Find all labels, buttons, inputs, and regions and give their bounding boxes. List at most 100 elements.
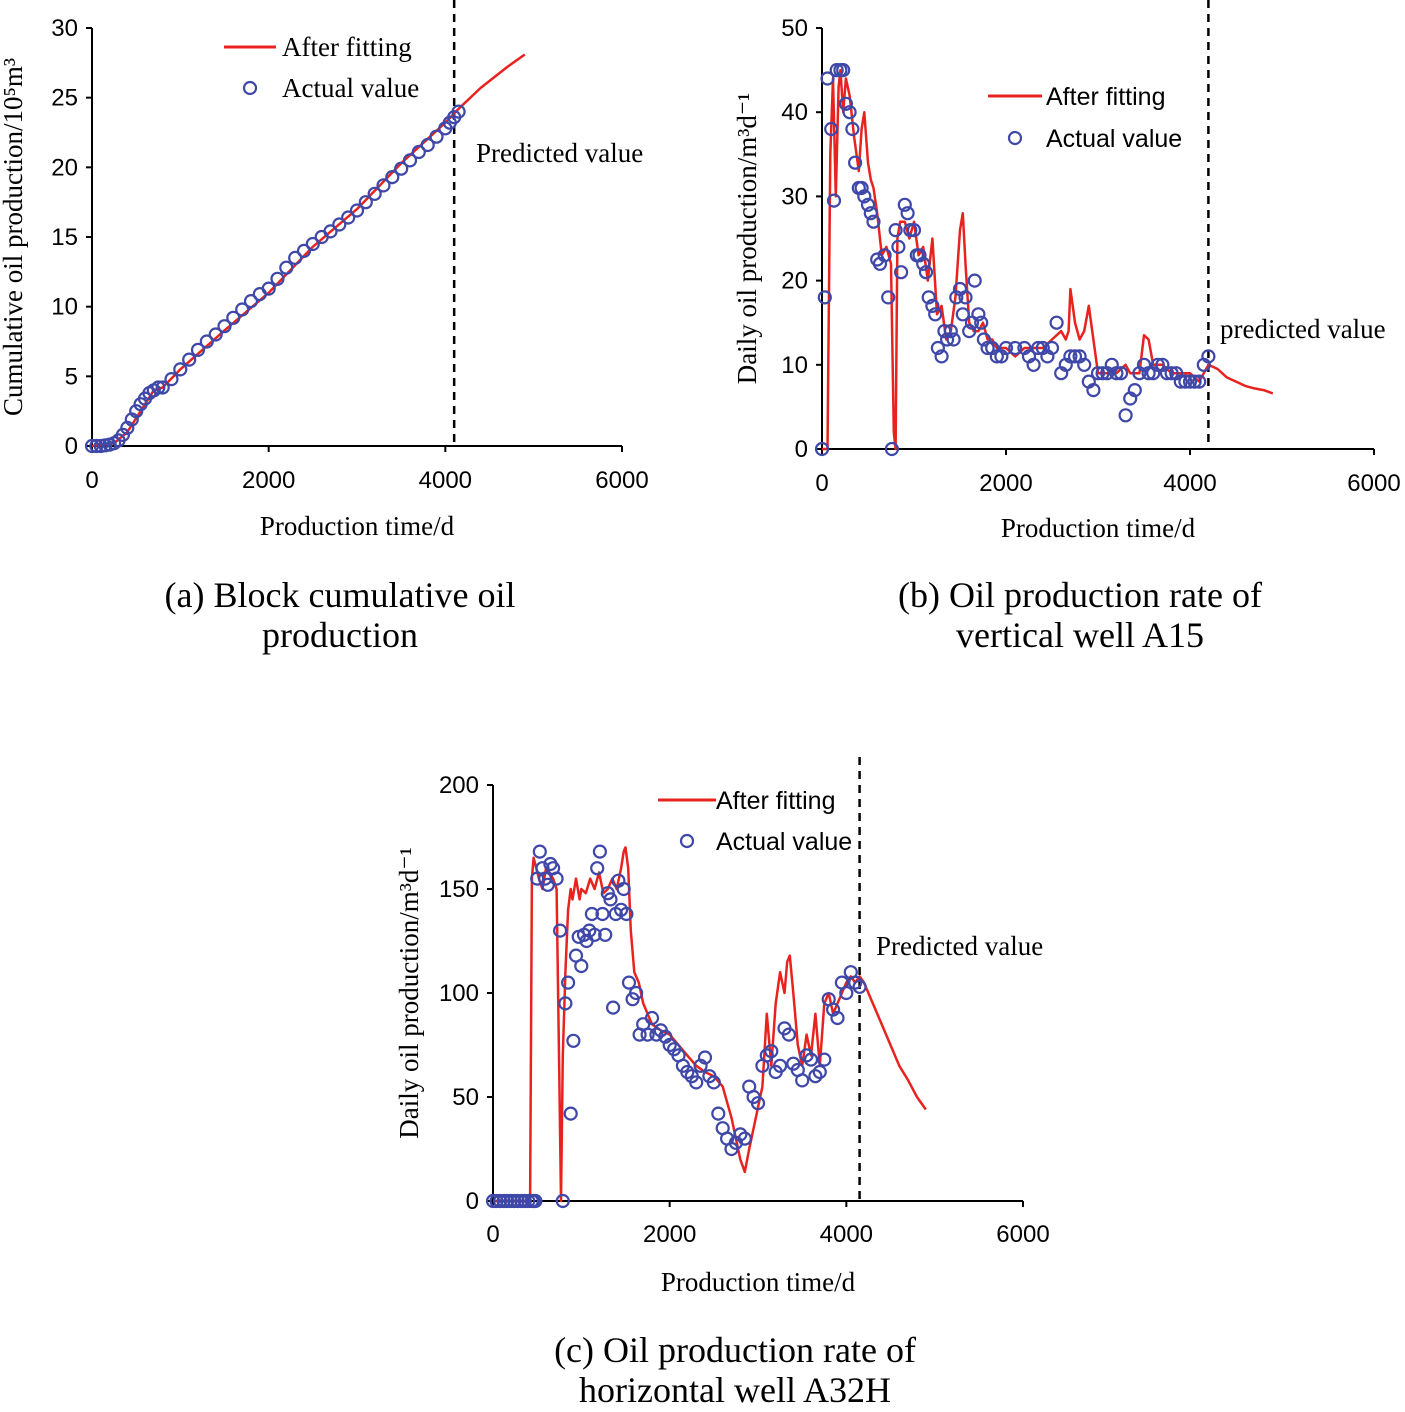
chart-c-actual-point [549,871,564,886]
chart-b-actual-point [884,441,899,457]
chart-a-x-axis-label: Production time/d [260,511,455,541]
chart-b-actual-point [1159,366,1175,381]
chart-b-y-tick-label: 20 [781,268,808,295]
chart-b-actual-point [820,71,835,86]
chart-a-actual-point [226,310,241,325]
chart-a-actual-point [115,427,131,442]
chart-a-svg: 0 5 10 15 20 25 30 0 2000 4000 6000 Production time… [0,0,649,541]
chart-a-y-tick-label: 0 [65,433,78,460]
chart-a-actual-point [270,271,285,286]
chart-a-actual-point [451,104,466,119]
chart-c-actual-point [737,1131,752,1146]
chart-b-actual-point [836,62,851,78]
chart-a-x-tick-label: 4000 [419,467,472,494]
chart-c-actual-point [759,1048,774,1063]
chart-c-caption-line-1: (c) Oil production rate of [554,1330,916,1370]
chart-b-actual-point [1182,374,1198,389]
chart-b-x-tick-label: 2000 [979,470,1032,497]
chart-b-svg: 0 10 20 30 40 50 0 2000 4000 6000 Production time/… [732,0,1401,543]
chart-c-actual-point [598,927,613,942]
chart-b-actual-point [930,340,945,356]
chart-b-y-tick-label: 0 [795,436,808,463]
chart-b-actual-point [897,197,912,212]
chart-c-y-tick-label: 150 [439,876,479,903]
chart-c-actual-point [640,1027,655,1042]
chart-a-actual-point [323,224,338,239]
chart-a-y-tick-label: 5 [65,363,78,390]
chart-c-actual-point [619,906,634,922]
chart-c-caption-line-2: horizontal well A32H [579,1370,891,1410]
chart-a-actual-point [288,250,303,265]
chart-b-actual-point [912,248,927,263]
chart-c-legend-actual-label: Actual value [716,828,852,856]
chart-b-actual-point [1178,374,1193,389]
chart-c-actual-point [584,906,599,922]
chart-c-y-tick-label: 100 [439,980,479,1007]
chart-b-actual-point [881,290,896,305]
chart-a-actual-point [411,144,426,160]
chart-c-actual-point [808,1069,823,1084]
chart-b-actual-point [928,307,943,322]
chart-b-caption-line-1: (b) Oil production rate of [898,575,1262,615]
chart-b-actual-point [863,206,878,221]
chart-b-actual-point [848,155,863,170]
chart-b-actual-point [817,290,832,305]
chart-b-legend-actual-label: Actual value [1046,125,1182,153]
chart-a-legend-actual-swatch [242,80,258,96]
chart-c-x-tick-label: 4000 [820,1221,873,1248]
chart-a-legend-fit-label: After fitting [282,32,412,62]
chart-b-actual-point [1086,383,1101,398]
chart-b-actual-point [1063,349,1078,364]
chart-c-actual-point [574,958,589,974]
chart-a-actual-point [164,372,179,387]
chart-c-actual-point [616,881,631,897]
chart-a-y-tick-label: 20 [51,154,78,181]
chart-a-y-tick-label: 30 [51,15,78,42]
chart-b-actual-point [976,332,991,347]
chart-c-actual-point [595,906,610,922]
chart-b-actual-point [1049,315,1064,330]
chart-c-y-tick-label: 50 [452,1084,479,1111]
chart-b-actual-point [989,349,1004,364]
chart-b-fit-line [822,68,1274,451]
chart-c-actual-point [644,1010,660,1026]
chart-b-x-tick-label: 4000 [1163,470,1216,497]
chart-c-actual-point [848,975,863,990]
chart-a-actual-point [376,178,391,193]
chart-a-actual-point [296,243,312,258]
chart-c-actual-point [689,1075,704,1090]
chart-a-predicted-label: Predicted value [476,138,643,168]
chart-c-x-tick-label: 0 [486,1221,499,1248]
chart-a-actual-point [341,210,356,225]
chart-a-actual-point [261,281,276,296]
chart-b-actual-point [958,290,973,305]
chart-c-x-tick-label: 2000 [643,1221,696,1248]
chart-b-actual-point [1164,366,1179,381]
chart-b-actual-point [1192,374,1207,389]
chart-a-actual-point [358,195,373,210]
chart-c-actual-point [590,861,605,876]
chart-c-fit-line [493,846,927,1203]
chart-a-caption-line-1: (a) Block cumulative oil [164,575,516,615]
chart-b-actual-point [894,265,909,280]
chart-a-caption-line-2: production [262,615,418,655]
chart-a-fit-line [91,53,526,448]
chart-a-actual-point [332,217,347,232]
chart-c-actual-point [553,923,568,938]
chart-c-actual-point [795,1073,810,1088]
chart-c-actual-point [532,844,547,859]
chart-a-actual-point [394,161,409,176]
chart-b-actual-point [1187,374,1202,389]
chart-b-actual-point [1109,366,1124,381]
chart-b-actual-point [967,273,982,288]
chart-c-actual-point [587,927,602,942]
chart-c-actual-point [606,1000,621,1015]
chart-b-x-axis-label: Production time/d [1001,513,1196,543]
chart-a-actual-point [84,438,100,454]
chart-a-actual-point [217,319,232,334]
chart-b-actual-point [1150,357,1165,372]
chart-a-actual-point [402,153,418,168]
chart-b-actual-point [918,265,934,280]
chart-b-actual-point [943,324,958,339]
chart-b-actual-point [916,256,931,271]
